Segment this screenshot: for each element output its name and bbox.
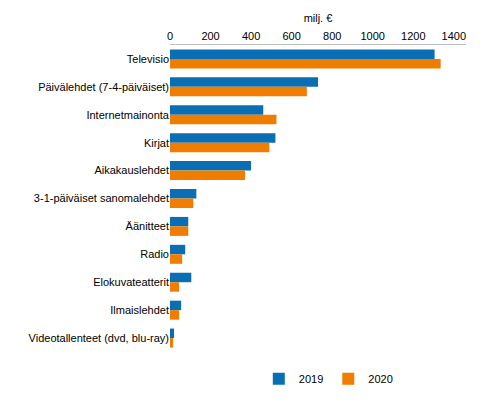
svg-text:Internetmainonta: Internetmainonta <box>86 109 169 121</box>
svg-text:1000: 1000 <box>360 30 384 42</box>
svg-text:1400: 1400 <box>442 30 466 42</box>
svg-text:3-1-päiväiset sanomalehdet: 3-1-päiväiset sanomalehdet <box>34 192 169 204</box>
svg-text:2020: 2020 <box>368 373 392 385</box>
svg-text:Radio: Radio <box>140 248 169 260</box>
svg-text:Äänitteet: Äänitteet <box>126 220 169 232</box>
svg-text:0: 0 <box>167 30 173 42</box>
svg-text:Kirjat: Kirjat <box>144 137 169 149</box>
svg-text:Päivälehdet (7-4-päiväiset): Päivälehdet (7-4-päiväiset) <box>38 81 169 93</box>
svg-text:Ilmaislehdet: Ilmaislehdet <box>110 304 169 316</box>
svg-text:1200: 1200 <box>401 30 425 42</box>
svg-text:200: 200 <box>201 30 219 42</box>
svg-text:400: 400 <box>242 30 260 42</box>
svg-text:Videotallenteet (dvd, blu-ray): Videotallenteet (dvd, blu-ray) <box>29 332 169 344</box>
svg-text:800: 800 <box>323 30 341 42</box>
svg-text:Televisio: Televisio <box>127 53 169 65</box>
svg-text:Elokuvateatterit: Elokuvateatterit <box>93 276 169 288</box>
svg-text:600: 600 <box>282 30 300 42</box>
svg-text:Aikakauslehdet: Aikakauslehdet <box>94 164 169 176</box>
svg-text:milj. €: milj. € <box>304 12 333 24</box>
svg-text:2019: 2019 <box>299 373 323 385</box>
